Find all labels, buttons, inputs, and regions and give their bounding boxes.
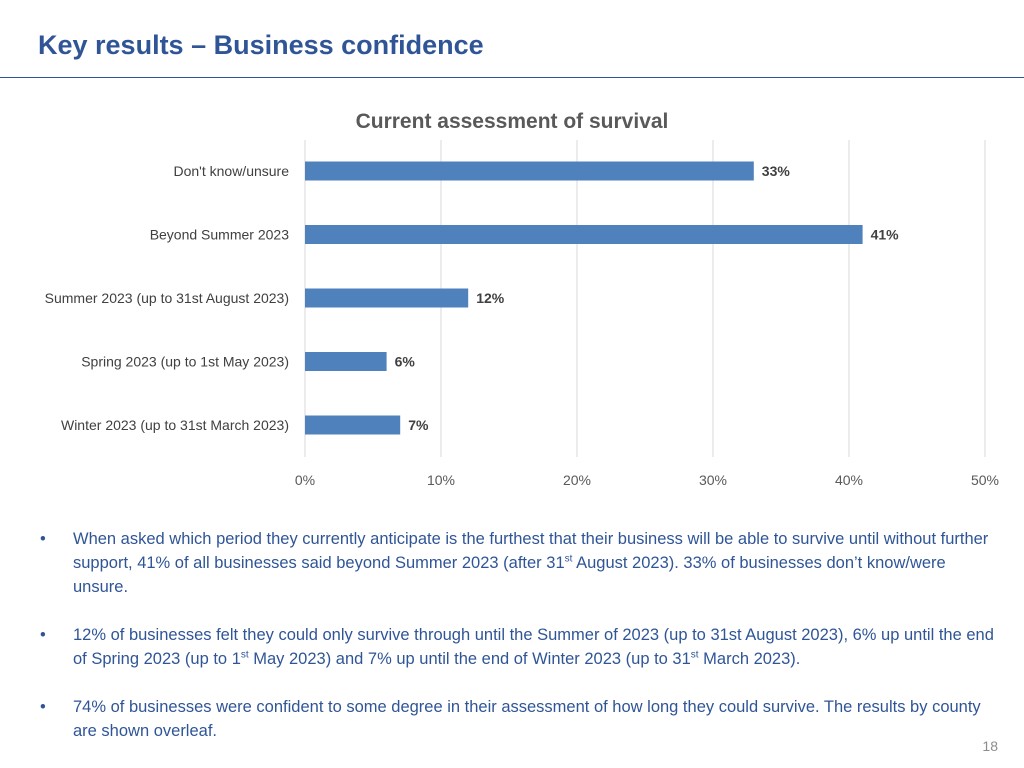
- bar: [305, 352, 387, 371]
- category-label: Don't know/unsure: [173, 163, 289, 179]
- category-label: Spring 2023 (up to 1st May 2023): [81, 354, 289, 370]
- bar: [305, 415, 401, 435]
- data-label: 12%: [476, 290, 505, 306]
- bar: [305, 161, 754, 181]
- bullet-item: • When asked which period they currently…: [40, 527, 1000, 599]
- category-label: Summer 2023 (up to 31st August 2023): [45, 290, 289, 306]
- x-tick-label: 30%: [699, 472, 727, 488]
- bar: [305, 288, 469, 308]
- bullet-text: When asked which period they currently a…: [73, 530, 989, 596]
- x-tick-label: 50%: [971, 472, 999, 488]
- survival-bar-chart: Current assessment of survival 0% 10% 20% 30…: [45, 110, 999, 488]
- category-label: Beyond Summer 2023: [150, 227, 290, 243]
- data-label: 41%: [871, 227, 900, 243]
- bullet-text: 74% of businesses were confident to some…: [73, 698, 981, 740]
- category-label: Winter 2023 (up to 31st March 2023): [61, 417, 289, 433]
- data-label: 33%: [762, 163, 791, 179]
- bullet-item: • 74% of businesses were confident to so…: [40, 695, 1000, 743]
- bullet-marker: •: [40, 626, 46, 644]
- x-tick-label: 10%: [427, 472, 455, 488]
- bullet-marker: •: [40, 698, 46, 716]
- data-label: 6%: [395, 354, 416, 370]
- bullet-marker: •: [40, 530, 46, 548]
- x-tick-label: 0%: [295, 472, 315, 488]
- slide-title: Key results – Business confidence: [38, 30, 484, 60]
- x-tick-label: 40%: [835, 472, 863, 488]
- x-tick-label: 20%: [563, 472, 591, 488]
- chart-title: Current assessment of survival: [356, 110, 669, 133]
- data-label: 7%: [408, 417, 429, 433]
- bar: [305, 225, 863, 244]
- title-divider: [0, 77, 1024, 78]
- bullet-item: • 12% of businesses felt they could only…: [40, 623, 1000, 671]
- bullet-list: • When asked which period they currently…: [40, 527, 1000, 767]
- page-number: 18: [982, 738, 998, 754]
- bullet-text: 12% of businesses felt they could only s…: [73, 626, 994, 668]
